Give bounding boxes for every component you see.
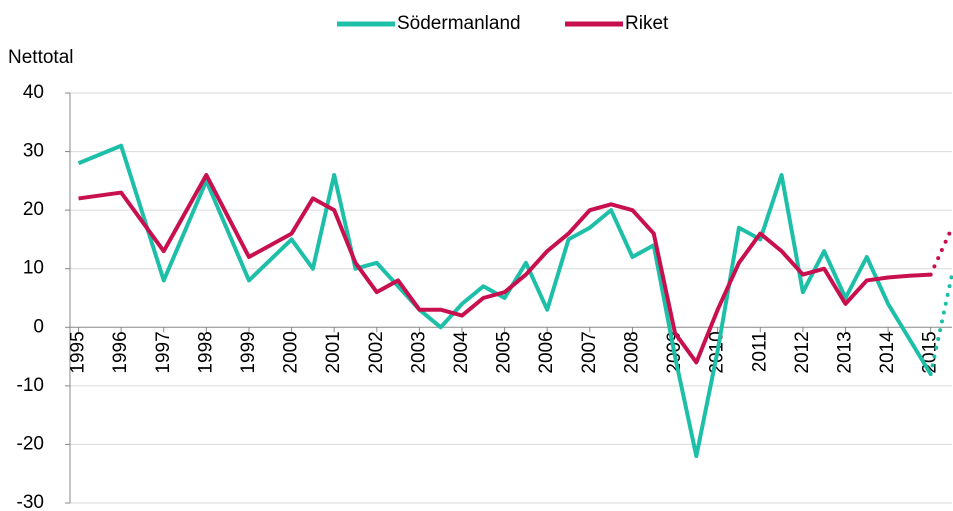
legend-label: Riket: [625, 13, 669, 34]
x-tick-label: 1999: [238, 331, 259, 373]
y-axis-label: Nettotal: [8, 47, 73, 68]
x-tick-label: 1997: [153, 331, 174, 373]
x-tick-label: 1996: [110, 331, 131, 373]
forecast-line: [928, 272, 953, 377]
y-tick-label: 10: [23, 258, 44, 279]
x-tick-label: 2005: [494, 331, 515, 373]
x-tick-label: 2002: [366, 331, 387, 373]
line: [78, 173, 931, 365]
y-tick-label: -20: [17, 433, 44, 454]
x-tick-label: 2004: [451, 331, 472, 374]
y-tick-label: 30: [23, 141, 44, 162]
y-tick-label: 0: [33, 316, 44, 337]
x-tick-label: 2006: [536, 331, 557, 373]
y-tick-label: -10: [17, 375, 44, 396]
y-tick-label: -30: [17, 492, 44, 511]
x-tick-label: 2012: [792, 331, 813, 373]
y-tick-label: 20: [23, 199, 44, 220]
x-tick-label: 2008: [621, 331, 642, 373]
line: [77, 143, 933, 459]
x-tick-label: 2001: [323, 331, 344, 373]
x-tick-label: 2011: [749, 331, 770, 372]
x-tick-label: 1995: [68, 331, 89, 373]
x-tick-label: 2007: [579, 331, 600, 373]
y-tick-label: 40: [23, 82, 44, 103]
forecast-line: [928, 225, 953, 277]
x-tick-label: 2000: [281, 331, 302, 373]
x-tick-label: 1998: [195, 331, 216, 373]
legend-label: Södermanland: [397, 13, 521, 34]
x-tick-label: 2014: [877, 331, 898, 374]
x-tick-label: 2003: [408, 331, 429, 373]
x-tick-label: 2013: [834, 331, 855, 373]
